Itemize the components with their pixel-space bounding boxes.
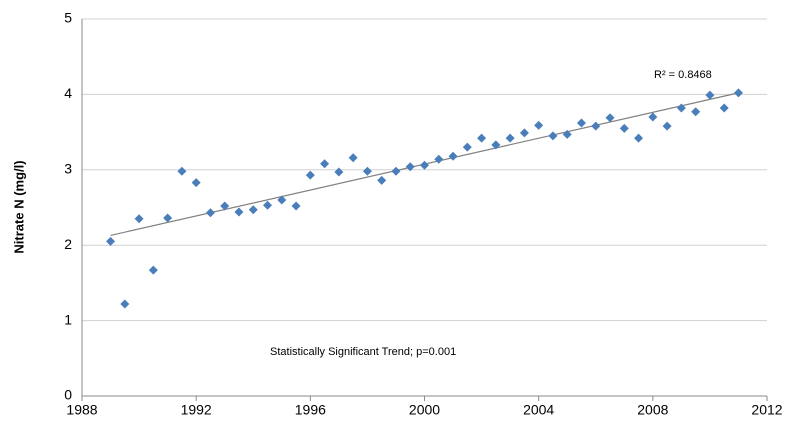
point (205, 208, 215, 218)
point (576, 118, 586, 128)
x-tick-label: 1996 (295, 402, 326, 418)
y-axis-label: Nitrate N (mg/l) (11, 160, 26, 253)
y-tick-label: 2 (64, 236, 72, 252)
point (448, 151, 458, 161)
point (305, 170, 315, 180)
point (106, 236, 116, 246)
point (591, 121, 601, 131)
x-tick-label: 1988 (66, 402, 97, 418)
point (434, 154, 444, 164)
trend-note: Statistically Significant Trend; p=0.001 (270, 346, 456, 358)
x-tick-label: 2004 (523, 402, 554, 418)
point (277, 195, 287, 205)
point (163, 213, 173, 223)
point (362, 166, 372, 176)
y-tick-label: 0 (64, 387, 72, 403)
x-tick-label: 1992 (181, 402, 212, 418)
point (719, 103, 729, 113)
y-tick-label: 4 (64, 85, 72, 101)
point (477, 133, 487, 143)
point (662, 121, 672, 131)
point (562, 129, 572, 139)
point (519, 128, 529, 138)
point (405, 162, 415, 172)
point (234, 207, 244, 217)
point (291, 201, 301, 211)
point (619, 123, 629, 133)
y-tick-label: 5 (64, 10, 72, 26)
point (248, 205, 258, 215)
point (177, 166, 187, 176)
point (220, 201, 230, 211)
x-tick-label: 2008 (637, 402, 668, 418)
x-tick-label: 2012 (751, 402, 782, 418)
point (691, 107, 701, 117)
point (505, 133, 515, 143)
point (705, 90, 715, 100)
point (420, 160, 429, 170)
point (263, 200, 273, 210)
x-tick-label: 2000 (409, 402, 440, 418)
point (676, 103, 686, 113)
point (148, 265, 158, 275)
point (534, 120, 544, 130)
y-tick-label: 3 (64, 161, 72, 177)
point (462, 142, 472, 152)
point (320, 159, 330, 169)
point (733, 88, 743, 98)
point (391, 166, 401, 176)
point (648, 112, 658, 122)
point (120, 299, 130, 309)
point (348, 153, 358, 163)
point (605, 113, 615, 123)
r-squared: R² = 0.8468 (654, 69, 712, 81)
point (377, 175, 387, 185)
point (134, 214, 144, 224)
point (634, 133, 644, 143)
y-tick-label: 1 (64, 311, 72, 327)
point (548, 131, 558, 141)
point (334, 167, 344, 177)
point (191, 178, 201, 188)
point (491, 140, 501, 150)
